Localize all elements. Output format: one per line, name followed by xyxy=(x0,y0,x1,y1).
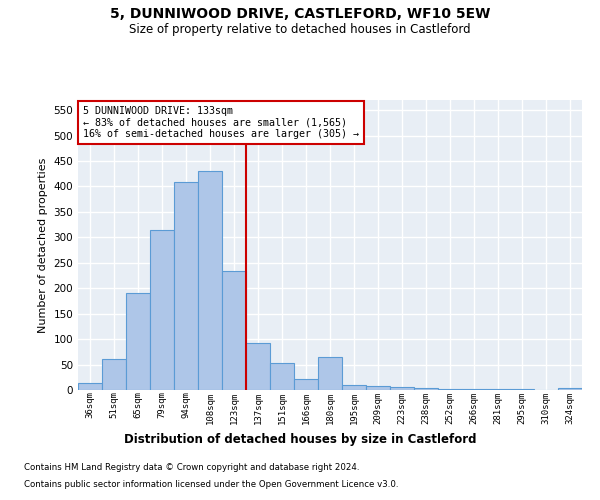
Bar xyxy=(558,388,582,390)
Bar xyxy=(246,342,270,390)
Bar xyxy=(438,389,462,390)
Bar xyxy=(270,363,294,390)
Bar xyxy=(198,171,222,390)
Bar xyxy=(366,386,390,390)
Bar xyxy=(390,388,414,390)
Bar xyxy=(342,385,366,390)
Text: 5 DUNNIWOOD DRIVE: 133sqm
← 83% of detached houses are smaller (1,565)
16% of se: 5 DUNNIWOOD DRIVE: 133sqm ← 83% of detac… xyxy=(83,106,359,139)
Bar xyxy=(102,360,126,390)
Bar xyxy=(126,294,150,390)
Text: Contains public sector information licensed under the Open Government Licence v3: Contains public sector information licen… xyxy=(24,480,398,489)
Bar xyxy=(294,379,318,390)
Text: 5, DUNNIWOOD DRIVE, CASTLEFORD, WF10 5EW: 5, DUNNIWOOD DRIVE, CASTLEFORD, WF10 5EW xyxy=(110,8,490,22)
Y-axis label: Number of detached properties: Number of detached properties xyxy=(38,158,48,332)
Bar xyxy=(318,357,342,390)
Text: Size of property relative to detached houses in Castleford: Size of property relative to detached ho… xyxy=(129,22,471,36)
Bar xyxy=(150,230,174,390)
Text: Contains HM Land Registry data © Crown copyright and database right 2024.: Contains HM Land Registry data © Crown c… xyxy=(24,462,359,471)
Bar xyxy=(78,384,102,390)
Text: Distribution of detached houses by size in Castleford: Distribution of detached houses by size … xyxy=(124,432,476,446)
Bar xyxy=(414,388,438,390)
Bar xyxy=(174,182,198,390)
Bar xyxy=(222,272,246,390)
